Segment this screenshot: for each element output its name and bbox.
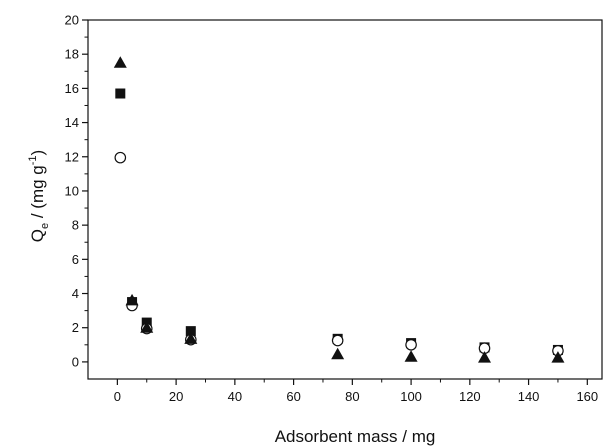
data-point-square [115,88,126,99]
data-point-triangle [125,293,139,306]
y-tick-label: 2 [72,320,79,335]
y-tick-label: 16 [65,81,79,96]
y-tick-label: 8 [72,218,79,233]
data-point-triangle [184,332,198,344]
y-axis-title-end: ) [28,150,47,156]
plot-frame [87,19,603,380]
x-tick-label: 0 [114,389,121,404]
data-point-circle [114,151,127,164]
x-axis-title: Adsorbent mass / mg [275,427,436,446]
x-axis-ticks: 0 20 40 60 80 100 120 140 160 [114,379,598,404]
y-tick-label: 14 [65,115,79,130]
data-point-triangle [140,321,154,333]
y-tick-label: 6 [72,252,79,267]
data-points [113,56,565,363]
data-point-triangle [478,351,492,363]
data-point-triangle [404,350,418,362]
y-tick-label: 0 [72,354,79,369]
y-axis-title-mid: / (mg g [28,165,47,223]
y-tick-label: 20 [65,13,79,28]
y-tick-label: 10 [65,183,79,198]
data-point-triangle [551,351,565,363]
data-point-circle [405,339,417,351]
data-point-triangle [331,347,345,360]
data-point-circle [331,334,344,347]
x-tick-label: 20 [169,389,183,404]
x-tick-label: 100 [400,389,422,404]
y-tick-label: 12 [65,149,79,164]
data-point-triangle [113,56,127,68]
x-tick-label: 140 [518,389,540,404]
x-tick-label: 120 [459,389,481,404]
y-axis-title: Qe / (mg g-1) [27,150,51,242]
x-tick-label: 60 [286,389,300,404]
y-axis-ticks: 0 2 4 6 8 10 12 14 16 18 20 [65,13,88,369]
y-axis-title-subscript: e [39,223,51,229]
x-tick-label: 40 [228,389,242,404]
data-point-square [185,326,196,337]
x-tick-label: 160 [576,389,598,404]
y-tick-label: 18 [65,47,79,62]
x-tick-label: 80 [345,389,359,404]
y-axis-title-superscript: -1 [27,155,39,165]
y-tick-label: 4 [72,286,79,301]
y-axis-title-main: Q [28,229,47,242]
